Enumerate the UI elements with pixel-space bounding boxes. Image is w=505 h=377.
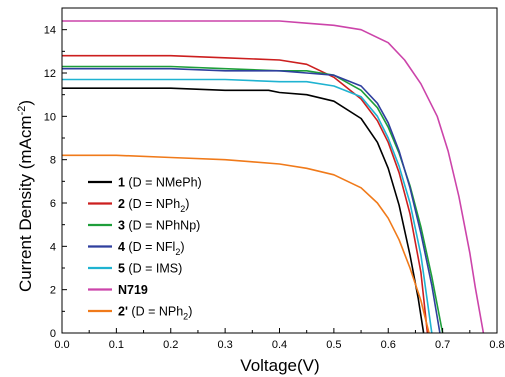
- ylabel-group: Current Density (mAcm-2): [16, 100, 35, 292]
- y-tick-label: 2: [50, 285, 56, 297]
- series-line-2: [62, 54, 429, 334]
- y-tick-label: 14: [44, 25, 56, 37]
- series-line-1: [62, 87, 425, 334]
- x-tick-label: 0.7: [435, 339, 450, 351]
- y-tick-label: 12: [44, 68, 56, 80]
- series-line-3: [62, 65, 444, 334]
- series-line-4: [62, 67, 441, 334]
- y-tick-label: 8: [50, 155, 56, 167]
- x-tick-label: 0.1: [109, 339, 124, 351]
- x-tick-label: 0.0: [54, 339, 69, 351]
- x-tick-label: 0.4: [272, 339, 287, 351]
- x-tick-label: 0.8: [489, 339, 504, 351]
- x-axis-title: Voltage(V): [240, 356, 319, 375]
- legend-label-5: 5 (D = IMS): [118, 262, 182, 276]
- legend: 1 (D = NMePh) 2 (D = NPh2) 3 (D = NPhNp) 4 …: [88, 176, 202, 322]
- legend-label-1: 1 (D = NMePh): [118, 176, 202, 190]
- x-tick-label: 0.2: [163, 339, 178, 351]
- legend-label-7: 2' (D = NPh2): [118, 305, 192, 322]
- y-axis-title: Current Density (mAcm-2): [16, 100, 35, 292]
- x-tick-label: 0.6: [381, 339, 396, 351]
- legend-label-4: 4 (D = NFl2): [118, 240, 185, 257]
- series-layer: [62, 20, 485, 334]
- legend-label-6: N719: [118, 283, 148, 297]
- y-tick-label: 6: [50, 198, 56, 210]
- x-tick-label: 0.5: [326, 339, 341, 351]
- y-tick-label: 4: [50, 241, 56, 253]
- y-tick-label: 0: [50, 328, 56, 340]
- series-line-7: [62, 154, 430, 334]
- axes-layer: 0.0 0.1 0.2 0.3 0.4 0.5 0.6 0.7 0.8 0 2 4 6 8 10 12 14: [44, 7, 505, 351]
- legend-label-3: 3 (D = NPhNp): [118, 219, 200, 233]
- y-tick-label: 10: [44, 111, 56, 123]
- legend-label-2: 2 (D = NPh2): [118, 197, 189, 214]
- series-line-6: [62, 20, 485, 334]
- series-line-5: [62, 78, 433, 334]
- x-tick-label: 0.3: [217, 339, 232, 351]
